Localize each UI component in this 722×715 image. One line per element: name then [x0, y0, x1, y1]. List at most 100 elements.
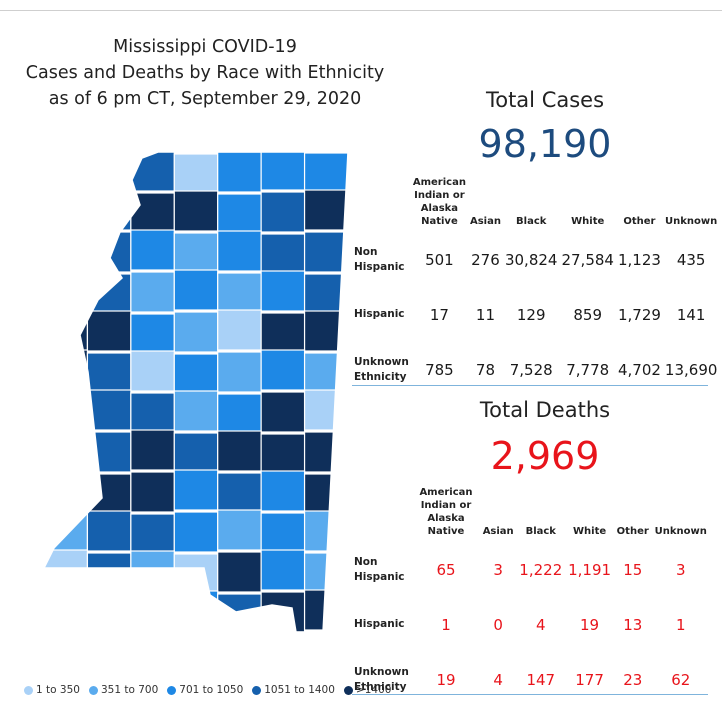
- table-cell: 4: [536, 615, 546, 634]
- table-cell: 859: [573, 305, 603, 324]
- table-cell: 435: [676, 250, 706, 269]
- county-shape: [173, 232, 219, 274]
- table-cell: 15: [623, 560, 643, 579]
- header-blank: [352, 176, 411, 232]
- legend-label: 701 to 1050: [179, 684, 244, 696]
- table-row: Non Hispanic 65 3 1,222 1,191 15 3: [352, 542, 710, 597]
- county-shape: [130, 471, 175, 513]
- legend-label: 1 to 350: [36, 684, 80, 696]
- county-shape: [173, 311, 219, 353]
- county-shape: [303, 231, 348, 273]
- legend-item: 351 to 700: [88, 684, 159, 696]
- row-label: Unknown Ethnicity: [354, 355, 409, 383]
- table-cell: 147: [526, 670, 556, 689]
- table-cell: 3: [493, 560, 503, 579]
- row-label: Hispanic: [354, 308, 405, 320]
- total-cases-value: 98,190: [478, 122, 612, 166]
- county-shape: [260, 591, 306, 632]
- county-shape: [303, 510, 348, 552]
- table-cell: 177: [575, 670, 604, 689]
- legend-label: 351 to 700: [100, 684, 159, 696]
- county-shape: [173, 153, 219, 195]
- legend-item: 701 to 1050: [167, 684, 243, 696]
- county-shape: [86, 510, 132, 552]
- county-shape: [303, 352, 348, 394]
- county-shape: [173, 353, 219, 395]
- county-shape: [173, 590, 219, 632]
- table-cell: 7,778: [566, 360, 610, 379]
- mississippi-county-map: [42, 151, 349, 633]
- county-shape: [44, 433, 89, 475]
- county-shape: [173, 432, 219, 474]
- county-shape: [130, 350, 175, 392]
- table-cell: 11: [475, 305, 496, 324]
- county-shape: [44, 391, 89, 433]
- row-label: Non Hispanic: [354, 555, 405, 583]
- state-outline: [42, 151, 349, 633]
- county-shape: [303, 431, 348, 473]
- table-row: Hispanic 17 11 129 859 1,729 141: [352, 287, 719, 342]
- row-label: Hispanic: [354, 618, 405, 630]
- county-shape: [86, 431, 132, 473]
- total-deaths-heading: Total Deaths: [479, 398, 611, 422]
- county-shape: [217, 551, 262, 593]
- table-cell: 30,824: [504, 250, 558, 269]
- table-cell: 4: [493, 670, 503, 689]
- county-shape: [86, 189, 132, 231]
- table-cell: 129: [516, 305, 546, 324]
- county-shape: [217, 393, 262, 435]
- county-shape: [86, 152, 132, 194]
- header-blank: [352, 486, 412, 542]
- county-shape: [260, 549, 306, 591]
- county-shape: [260, 349, 306, 391]
- county-shape: [130, 429, 175, 471]
- table-cell: 13: [623, 615, 643, 634]
- table-cell: 785: [425, 360, 454, 379]
- column-header: Unknown: [654, 526, 707, 537]
- county-shape: [173, 390, 219, 432]
- column-header: Other: [623, 216, 656, 227]
- table-row: Non Hispanic 501 276 30,824 27,584 1,123 435: [352, 232, 719, 287]
- county-shape: [44, 349, 89, 391]
- column-header: White: [573, 526, 607, 537]
- row-label: Non Hispanic: [354, 245, 405, 273]
- county-shape: [303, 152, 348, 194]
- table-cell: 3: [675, 560, 686, 579]
- county-shape: [86, 552, 132, 594]
- legend-label: >1400: [355, 684, 392, 696]
- county-shape: [217, 593, 262, 632]
- table-cell: 141: [676, 305, 706, 324]
- table-cell: 19: [580, 615, 600, 634]
- county-shape: [86, 310, 132, 352]
- county-shape: [130, 229, 175, 271]
- county-shape: [130, 550, 175, 592]
- county-shape: [173, 269, 219, 311]
- county-shape: [173, 190, 219, 232]
- county-shape: [260, 191, 306, 233]
- county-shape: [217, 309, 262, 351]
- county-shape: [130, 152, 175, 192]
- county-shape: [303, 589, 348, 631]
- column-header: Black: [525, 526, 556, 537]
- county-shape: [303, 473, 348, 515]
- column-header: Unknown: [665, 216, 718, 227]
- county-shape: [44, 470, 89, 512]
- county-shape: [260, 470, 306, 512]
- total-deaths-value: 2,969: [490, 434, 600, 478]
- title-line-1: Mississippi COVID-19: [113, 37, 297, 57]
- county-shape: [44, 152, 89, 191]
- table-cell: 65: [436, 560, 456, 579]
- table-cell: 23: [623, 670, 643, 689]
- county-shape: [86, 589, 132, 631]
- county-shape: [86, 473, 132, 515]
- county-shape: [217, 272, 262, 314]
- legend-swatch: [167, 685, 177, 695]
- table-cell: 17: [429, 305, 449, 324]
- table-cell: 0: [493, 615, 503, 634]
- table-cell: 276: [471, 250, 500, 269]
- column-header: Black: [516, 216, 547, 227]
- table-cell: 1,222: [519, 560, 563, 579]
- top-divider: [0, 10, 722, 11]
- county-shape: [130, 513, 175, 555]
- county-shape: [130, 313, 175, 355]
